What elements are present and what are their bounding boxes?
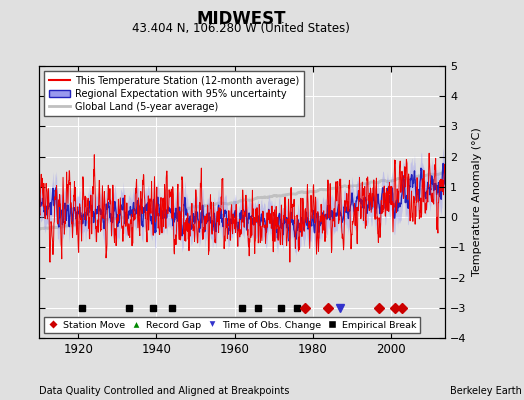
Y-axis label: Temperature Anomaly (°C): Temperature Anomaly (°C): [472, 128, 482, 276]
Text: 43.404 N, 106.280 W (United States): 43.404 N, 106.280 W (United States): [132, 22, 350, 35]
Text: MIDWEST: MIDWEST: [196, 10, 286, 28]
Legend: Station Move, Record Gap, Time of Obs. Change, Empirical Break: Station Move, Record Gap, Time of Obs. C…: [44, 317, 420, 333]
Text: Data Quality Controlled and Aligned at Breakpoints: Data Quality Controlled and Aligned at B…: [39, 386, 290, 396]
Text: Berkeley Earth: Berkeley Earth: [450, 386, 521, 396]
